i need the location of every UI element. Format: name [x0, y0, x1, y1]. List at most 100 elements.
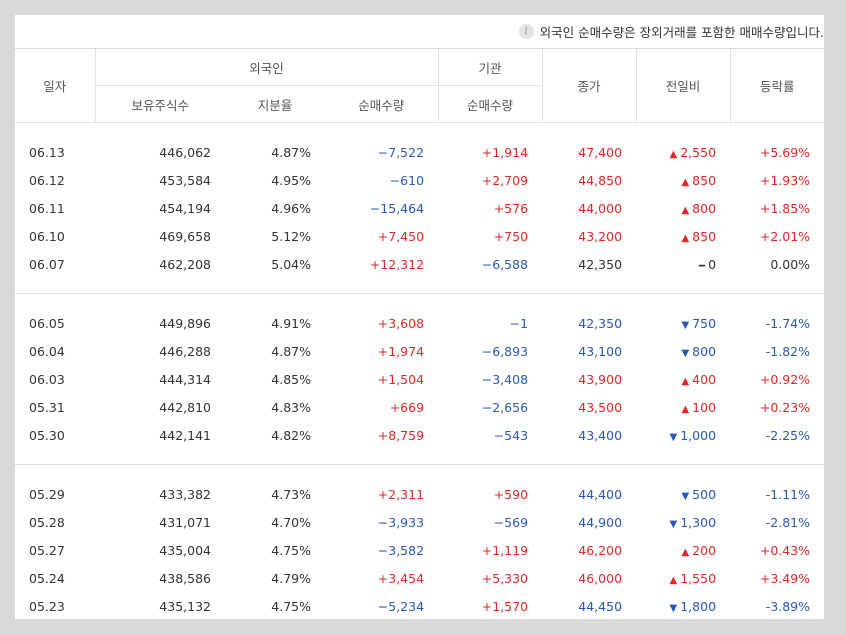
cell-institution-net-buy: −6,588: [438, 250, 542, 278]
investor-trading-panel: i 외국인 순매수량은 장외거래를 포함한 매매수량입니다. 일자 외국인 기관…: [15, 15, 824, 619]
up-triangle-icon: ▲: [681, 233, 689, 244]
cell-rate: +0.43%: [730, 536, 824, 564]
header-date: 일자: [15, 49, 95, 123]
up-triangle-icon: ▲: [681, 547, 689, 558]
cell-share: 4.70%: [225, 508, 325, 536]
cell-foreign-net-buy: +2,311: [325, 480, 438, 508]
cell-holdings: 442,141: [95, 421, 225, 449]
change-value: 800: [692, 201, 716, 216]
cell-rate: 0.00%: [730, 250, 824, 278]
cell-holdings: 435,132: [95, 592, 225, 620]
cell-share: 4.83%: [225, 393, 325, 421]
up-triangle-icon: ▲: [681, 404, 689, 415]
cell-close: 46,200: [542, 536, 636, 564]
up-triangle-icon: ▲: [681, 205, 689, 216]
cell-close: 44,850: [542, 166, 636, 194]
cell-holdings: 435,004: [95, 536, 225, 564]
cell-institution-net-buy: −2,656: [438, 393, 542, 421]
cell-institution-net-buy: −6,893: [438, 337, 542, 365]
down-triangle-icon: ▼: [681, 320, 689, 331]
up-triangle-icon: ▲: [670, 575, 678, 586]
cell-change: ━0: [636, 250, 730, 278]
cell-close: 46,000: [542, 564, 636, 592]
header-rate: 등락률: [730, 49, 824, 123]
cell-date: 06.13: [15, 138, 95, 166]
header-share: 지분율: [225, 86, 325, 123]
cell-foreign-net-buy: +3,454: [325, 564, 438, 592]
change-value: 500: [692, 487, 716, 502]
cell-rate: -2.81%: [730, 508, 824, 536]
cell-close: 43,100: [542, 337, 636, 365]
group-spacer: [15, 294, 824, 310]
cell-share: 4.87%: [225, 337, 325, 365]
cell-holdings: 444,314: [95, 365, 225, 393]
cell-change: ▼800: [636, 337, 730, 365]
cell-rate: +1.93%: [730, 166, 824, 194]
down-triangle-icon: ▼: [670, 603, 678, 614]
cell-close: 43,200: [542, 222, 636, 250]
cell-share: 4.87%: [225, 138, 325, 166]
cell-share: 4.75%: [225, 592, 325, 620]
down-triangle-icon: ▼: [681, 491, 689, 502]
cell-holdings: 453,584: [95, 166, 225, 194]
cell-institution-net-buy: +1,570: [438, 592, 542, 620]
cell-date: 06.03: [15, 365, 95, 393]
group-spacer: [15, 465, 824, 481]
cell-holdings: 446,288: [95, 337, 225, 365]
cell-holdings: 442,810: [95, 393, 225, 421]
change-value: 2,550: [680, 145, 716, 160]
group-divider: [15, 278, 824, 294]
cell-institution-net-buy: +1,119: [438, 536, 542, 564]
cell-close: 42,350: [542, 309, 636, 337]
cell-close: 44,400: [542, 480, 636, 508]
cell-change: ▲850: [636, 166, 730, 194]
cell-rate: +2.01%: [730, 222, 824, 250]
cell-close: 43,500: [542, 393, 636, 421]
cell-close: 44,450: [542, 592, 636, 620]
change-value: 1,550: [680, 571, 716, 586]
header-institution: 기관: [438, 49, 542, 86]
cell-institution-net-buy: +576: [438, 194, 542, 222]
cell-date: 05.30: [15, 421, 95, 449]
cell-foreign-net-buy: +8,759: [325, 421, 438, 449]
cell-change: ▲400: [636, 365, 730, 393]
cell-rate: +0.92%: [730, 365, 824, 393]
cell-share: 4.95%: [225, 166, 325, 194]
cell-institution-net-buy: +2,709: [438, 166, 542, 194]
notice-text: 외국인 순매수량은 장외거래를 포함한 매매수량입니다.: [540, 22, 824, 41]
group-divider: [15, 449, 824, 465]
cell-rate: +3.49%: [730, 564, 824, 592]
cell-close: 44,900: [542, 508, 636, 536]
header-change: 전일비: [636, 49, 730, 123]
change-value: 850: [692, 229, 716, 244]
change-value: 1,800: [680, 599, 716, 614]
info-icon[interactable]: i: [519, 24, 534, 39]
cell-change: ▼1,800: [636, 592, 730, 620]
cell-institution-net-buy: −543: [438, 421, 542, 449]
cell-foreign-net-buy: −7,522: [325, 138, 438, 166]
cell-institution-net-buy: −3,408: [438, 365, 542, 393]
cell-holdings: 446,062: [95, 138, 225, 166]
cell-close: 44,000: [542, 194, 636, 222]
header-foreign: 외국인: [95, 49, 438, 86]
cell-holdings: 433,382: [95, 480, 225, 508]
cell-foreign-net-buy: −610: [325, 166, 438, 194]
group-divider: [15, 620, 824, 635]
cell-holdings: 469,658: [95, 222, 225, 250]
cell-institution-net-buy: +590: [438, 480, 542, 508]
cell-rate: +0.23%: [730, 393, 824, 421]
cell-change: ▼500: [636, 480, 730, 508]
cell-share: 5.04%: [225, 250, 325, 278]
cell-rate: -3.89%: [730, 592, 824, 620]
cell-change: ▼1,300: [636, 508, 730, 536]
change-value: 100: [692, 400, 716, 415]
